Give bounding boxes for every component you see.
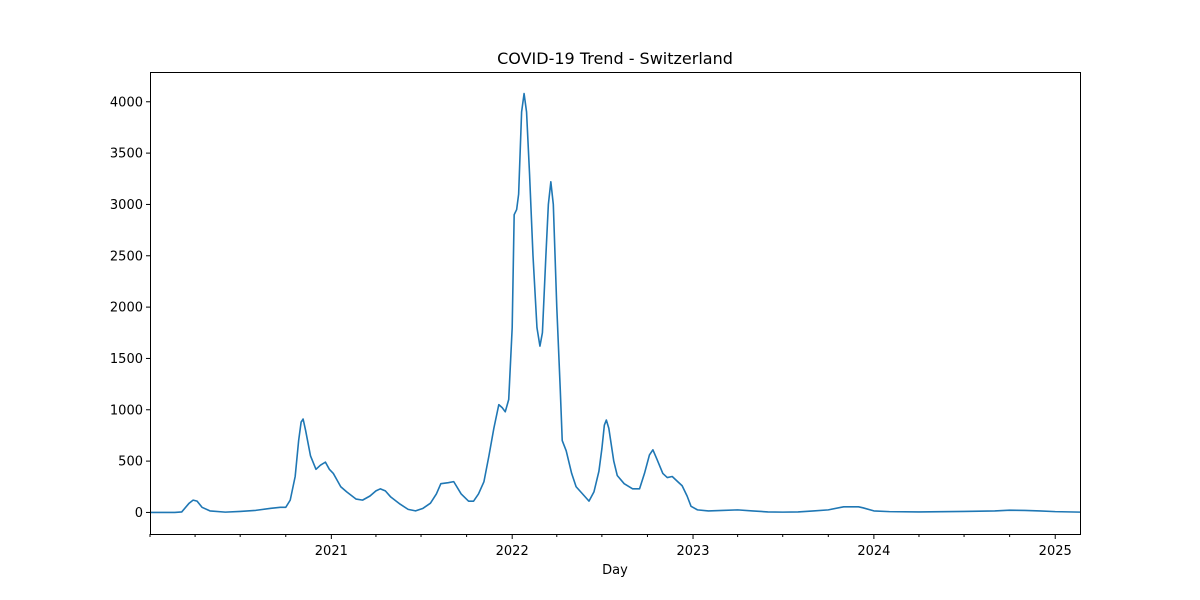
series-line [150, 92, 1081, 514]
x-axis: 2021 2022 2023 2024 2025 [149, 534, 1072, 559]
y-tick-label: 2500 [110, 249, 143, 264]
x-axis-label: Day [602, 563, 628, 578]
y-tick-label: 500 [118, 455, 143, 470]
y-tick-label: 4000 [110, 95, 143, 110]
x-tick-label: 2021 [315, 544, 348, 559]
y-tick-label: 1000 [110, 403, 143, 418]
series-layer [150, 92, 1081, 514]
plot-frame [150, 72, 1081, 535]
x-tick-label: 2023 [676, 544, 709, 559]
x-tick-label: 2025 [1039, 544, 1072, 559]
y-tick-label: 3000 [110, 198, 143, 213]
plot-area [150, 72, 1081, 535]
chart-title: COVID-19 Trend - Switzerland [497, 49, 733, 68]
x-tick-label: 2022 [496, 544, 529, 559]
y-tick-label: 0 [135, 506, 143, 521]
y-axis: 0 500 1000 1500 2000 2500 3000 3500 4000 [110, 95, 150, 521]
y-tick-label: 1500 [110, 352, 143, 367]
x-tick-label: 2024 [857, 544, 890, 559]
y-tick-label: 3500 [110, 147, 143, 162]
y-tick-label: 2000 [110, 301, 143, 316]
